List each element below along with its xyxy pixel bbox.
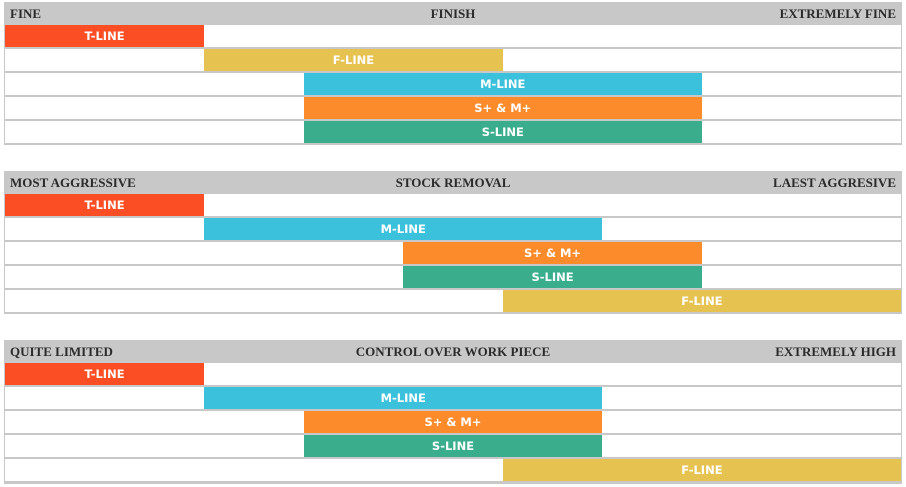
chart-header: MOST AGGRESSIVE STOCK REMOVAL LAEST AGGR… — [4, 171, 902, 193]
chart-row: T-LINE — [5, 363, 901, 385]
chart-row: M-LINE — [5, 73, 901, 95]
chart-row: S-LINE — [5, 435, 901, 457]
chart-row: F-LINE — [5, 290, 901, 312]
bar-s-m: S+ & M+ — [403, 242, 702, 264]
chart-header: QUITE LIMITED CONTROL OVER WORK PIECE EX… — [4, 340, 902, 362]
chart-panel-control: QUITE LIMITED CONTROL OVER WORK PIECE EX… — [4, 340, 902, 484]
chart-row: T-LINE — [5, 194, 901, 216]
bar-t-line: T-LINE — [5, 194, 205, 216]
chart-row: T-LINE — [5, 25, 901, 47]
header-left-label: FINE — [10, 6, 42, 21]
chart-row: S+ & M+ — [5, 97, 901, 119]
header-left-label: MOST AGGRESSIVE — [10, 175, 136, 190]
bar-s-m: S+ & M+ — [303, 411, 603, 433]
bar-m-line: M-LINE — [204, 387, 603, 409]
bar-f-line: F-LINE — [204, 49, 503, 71]
header-left-label: QUITE LIMITED — [10, 344, 113, 359]
bar-s-line: S-LINE — [303, 435, 603, 457]
bar-f-line: F-LINE — [502, 459, 901, 481]
header-right-label: EXTREMELY FINE — [779, 6, 896, 21]
chart-panel-finish: FINE FINISH EXTREMELY FINE T-LINE F-LINE M… — [4, 2, 902, 145]
chart-row: S+ & M+ — [5, 411, 901, 433]
bar-m-line: M-LINE — [303, 73, 702, 95]
chart-row: S-LINE — [5, 121, 901, 143]
header-center-label: STOCK REMOVAL — [395, 175, 511, 190]
header-right-label: LAEST AGGRESIVE — [773, 175, 896, 190]
chart-row: S-LINE — [5, 266, 901, 288]
bar-s-line: S-LINE — [403, 266, 702, 288]
chart-row: M-LINE — [5, 218, 901, 240]
header-center-label: CONTROL OVER WORK PIECE — [355, 344, 551, 359]
bar-f-line: F-LINE — [502, 290, 901, 312]
chart-row: S+ & M+ — [5, 242, 901, 264]
chart-row: F-LINE — [5, 459, 901, 481]
bar-t-line: T-LINE — [5, 25, 205, 47]
header-center-label: FINISH — [430, 6, 476, 21]
bar-s-line: S-LINE — [303, 121, 702, 143]
bar-t-line: T-LINE — [5, 363, 205, 385]
chart-panel-stock-removal: MOST AGGRESSIVE STOCK REMOVAL LAEST AGGR… — [4, 171, 902, 314]
bar-s-m: S+ & M+ — [303, 97, 702, 119]
header-right-label: EXTREMELY HIGH — [775, 344, 896, 359]
chart-header: FINE FINISH EXTREMELY FINE — [4, 2, 902, 24]
bar-m-line: M-LINE — [204, 218, 603, 240]
chart-row: M-LINE — [5, 387, 901, 409]
chart-row: F-LINE — [5, 49, 901, 71]
